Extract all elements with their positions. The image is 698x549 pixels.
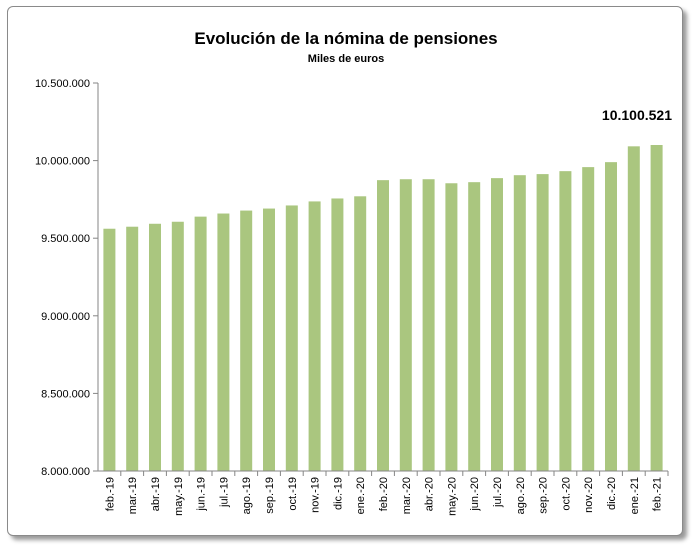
y-tick-label: 8.500.000 <box>41 388 90 400</box>
x-tick-label: jun.-19 <box>196 477 208 512</box>
y-tick-label: 10.500.000 <box>35 78 90 90</box>
bar-mar.-20 <box>399 179 412 471</box>
y-tick-label: 10.000.000 <box>35 156 90 168</box>
bar-may.-20 <box>445 183 458 471</box>
x-tick-label: abr.-19 <box>150 477 162 511</box>
x-tick-label: mar.-20 <box>401 477 413 514</box>
bars <box>103 144 663 472</box>
bar-jun.-19 <box>194 216 207 471</box>
bar-nov.-19 <box>308 201 321 471</box>
x-tick-label: oct.-20 <box>560 477 572 511</box>
x-tick-label: ene.-20 <box>355 477 367 514</box>
x-tick-label: feb.-21 <box>652 477 664 511</box>
x-tick-label: ago.-19 <box>241 477 253 514</box>
y-tick-label: 8.000.000 <box>41 466 90 478</box>
x-tick-label: sep.-19 <box>264 477 276 514</box>
bar-sep.-20 <box>536 174 549 471</box>
x-tick-label: may.-19 <box>173 477 185 516</box>
bar-jul.-19 <box>217 213 230 471</box>
x-tick-label: feb.-19 <box>104 477 116 511</box>
x-tick-label: jul.-20 <box>492 477 504 508</box>
bar-ago.-19 <box>240 210 253 471</box>
x-tick-label: ago.-20 <box>515 477 527 514</box>
x-tick-label: nov.-20 <box>583 477 595 513</box>
bar-oct.-19 <box>285 205 298 471</box>
bar-mar.-19 <box>126 226 139 471</box>
bar-ago.-20 <box>513 175 526 472</box>
x-tick-label: dic.-20 <box>606 477 618 510</box>
chart-subtitle: Miles de euros <box>308 53 384 65</box>
y-axis: 8.000.000 8.500.000 9.000.000 9.500.000 10.0… <box>35 78 99 478</box>
x-tick-label: dic.-19 <box>332 477 344 510</box>
bar-nov.-20 <box>582 167 595 471</box>
bar-sep.-19 <box>263 208 275 471</box>
x-tick-label: jul.-19 <box>218 477 230 508</box>
y-tick-label: 9.500.000 <box>41 233 90 245</box>
bar-abr.-19 <box>149 223 161 471</box>
bar-feb.-20 <box>377 180 389 471</box>
bar-may.-19 <box>171 221 184 471</box>
bar-oct.-20 <box>559 171 572 471</box>
x-tick-label: nov.-19 <box>310 477 322 513</box>
bar-jul.-20 <box>491 178 503 471</box>
x-tick-label: ene.-21 <box>629 477 641 514</box>
bar-ene.-21 <box>627 146 640 471</box>
bar-feb.-21 <box>650 144 663 471</box>
bar-abr.-20 <box>422 179 435 471</box>
x-tick-label: feb.-20 <box>378 477 390 511</box>
bar-dic.-20 <box>605 162 617 472</box>
chart-title: Evolución de la nómina de pensiones <box>194 29 497 48</box>
x-axis: feb.-19 mar.-19 abr.-19 may.-19 jun.-19 jul.-… <box>98 470 669 516</box>
bar-jun.-20 <box>468 182 481 472</box>
x-tick-label: may.-20 <box>446 477 458 516</box>
x-tick-label: oct.-19 <box>287 477 299 511</box>
bar-dic.-19 <box>331 198 344 471</box>
y-tick-label: 9.000.000 <box>41 311 90 323</box>
value-annotation: 10.100.521 <box>602 107 672 123</box>
x-tick-label: abr.-20 <box>424 477 436 511</box>
x-tick-label: jun.-20 <box>469 477 481 512</box>
x-tick-label: mar.-19 <box>127 477 139 514</box>
bar-feb.-19 <box>103 228 116 471</box>
bar-ene.-20 <box>354 196 367 471</box>
x-tick-label: sep.-20 <box>538 477 550 514</box>
